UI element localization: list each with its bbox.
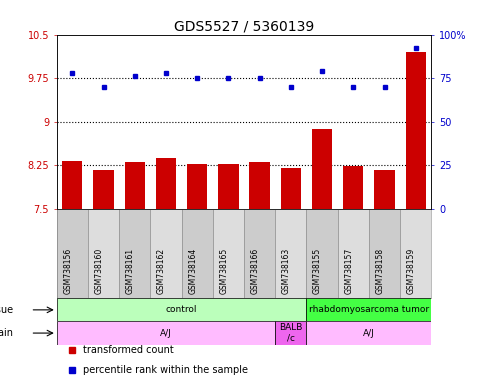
Bar (369, 209, 400, 298)
Bar (338, 209, 369, 298)
Bar (93, 170, 114, 209)
Text: transformed count: transformed count (83, 345, 174, 355)
Text: GSM738166: GSM738166 (250, 248, 260, 294)
Text: GSM738158: GSM738158 (376, 248, 385, 294)
Bar (275, 321, 307, 345)
Bar (406, 52, 426, 209)
Bar (57, 209, 88, 298)
Text: GSM738159: GSM738159 (407, 248, 416, 294)
Bar (244, 209, 275, 298)
Bar (88, 209, 119, 298)
Bar (307, 298, 431, 321)
Bar (150, 209, 181, 298)
Bar (62, 161, 82, 209)
Text: BALB
/c: BALB /c (279, 323, 303, 343)
Text: tissue: tissue (0, 305, 14, 315)
Bar (57, 321, 275, 345)
Bar (57, 298, 307, 321)
Text: GSM738164: GSM738164 (188, 248, 197, 294)
Text: GSM738165: GSM738165 (219, 248, 228, 294)
Text: GSM738156: GSM738156 (63, 248, 72, 294)
Bar (343, 166, 363, 209)
Title: GDS5527 / 5360139: GDS5527 / 5360139 (174, 20, 314, 33)
Bar (400, 209, 431, 298)
Bar (281, 168, 301, 209)
Text: GSM738162: GSM738162 (157, 248, 166, 294)
Bar (187, 164, 208, 209)
Bar (156, 157, 176, 209)
Bar (213, 209, 244, 298)
Bar (307, 209, 338, 298)
Text: GSM738160: GSM738160 (95, 248, 104, 294)
Text: percentile rank within the sample: percentile rank within the sample (83, 365, 248, 375)
Bar (119, 209, 150, 298)
Text: GSM738161: GSM738161 (126, 248, 135, 294)
Text: strain: strain (0, 328, 14, 338)
Text: rhabdomyosarcoma tumor: rhabdomyosarcoma tumor (309, 305, 429, 314)
Bar (249, 162, 270, 209)
Text: control: control (166, 305, 197, 314)
Bar (312, 129, 332, 209)
Bar (275, 209, 307, 298)
Text: GSM738163: GSM738163 (282, 248, 291, 294)
Text: A/J: A/J (160, 329, 172, 338)
Text: GSM738157: GSM738157 (344, 248, 353, 294)
Bar (181, 209, 213, 298)
Text: A/J: A/J (363, 329, 375, 338)
Text: GSM738155: GSM738155 (313, 248, 322, 294)
Bar (374, 170, 395, 209)
Bar (218, 164, 239, 209)
Bar (307, 321, 431, 345)
Bar (125, 162, 145, 209)
